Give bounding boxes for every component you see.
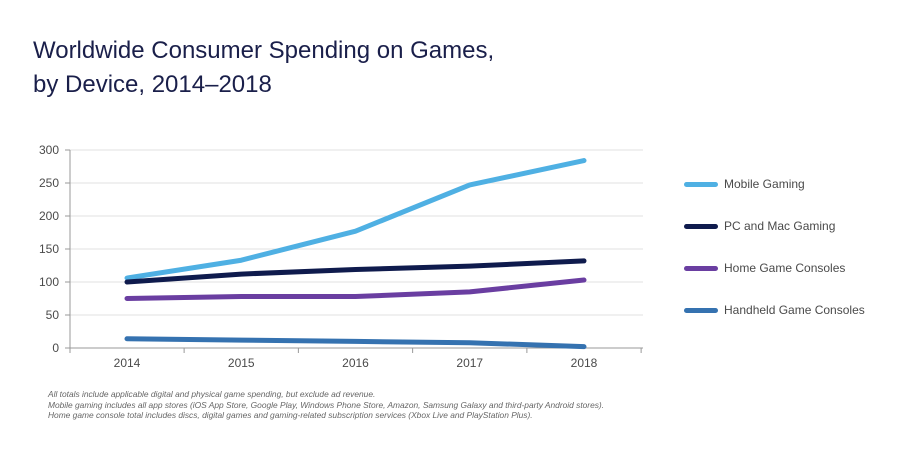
chart-notes: All totals include applicable digital an… <box>48 389 868 421</box>
chart-title-line-1: Worldwide Consumer Spending on Games, <box>33 37 495 64</box>
series-line-home-game-consoles <box>124 277 587 301</box>
legend-item-pc-and-mac-gaming: PC and Mac Gaming <box>684 216 835 236</box>
x-tick-label: 2016 <box>342 356 369 370</box>
y-tick-label: 0 <box>52 341 59 355</box>
chart-title: Worldwide Consumer Spending on Games, by… <box>33 34 633 102</box>
y-tick-label: 50 <box>46 308 60 322</box>
legend-label: Handheld Game Consoles <box>724 303 865 317</box>
legend-swatch <box>684 265 718 271</box>
series-line-pc-and-mac-gaming <box>124 258 587 285</box>
legend-label: Mobile Gaming <box>724 177 805 191</box>
x-tick-label: 2017 <box>456 356 483 370</box>
legend-item-mobile-gaming: Mobile Gaming <box>684 174 805 194</box>
note-line-3: Home game console total includes discs, … <box>48 410 533 420</box>
legend-swatch <box>684 307 718 313</box>
y-tick-label: 150 <box>39 242 59 256</box>
legend-label: PC and Mac Gaming <box>724 219 836 233</box>
axes <box>65 149 643 353</box>
y-tick-label: 200 <box>39 209 59 223</box>
gridlines <box>70 149 643 316</box>
y-axis-tick-labels: 0 50 100 150 200 250 300 <box>39 143 59 355</box>
chart-title-line-2: by Device, 2014–2018 <box>33 71 272 98</box>
legend-swatch <box>684 223 718 229</box>
x-tick-label: 2018 <box>571 356 598 370</box>
legend-item-home-game-consoles: Home Game Consoles <box>684 258 845 278</box>
x-tick-label: 2014 <box>114 356 141 370</box>
series-line-handheld-game-consoles <box>124 336 587 350</box>
note-line-1: All totals include applicable digital an… <box>48 389 376 399</box>
x-tick-label: 2015 <box>228 356 255 370</box>
series-lines <box>124 158 587 350</box>
legend-item-handheld-game-consoles: Handheld Game Consoles <box>684 300 865 320</box>
y-tick-label: 250 <box>39 176 59 190</box>
series-line-mobile-gaming <box>124 158 587 281</box>
legend-label: Home Game Consoles <box>724 261 846 275</box>
note-line-2: Mobile gaming includes all app stores (i… <box>48 399 605 410</box>
x-axis-tick-labels: 2014 2015 2016 2017 2018 <box>114 356 598 370</box>
y-tick-label: 100 <box>39 275 59 289</box>
y-tick-label: 300 <box>39 143 59 157</box>
legend-swatch <box>684 181 718 187</box>
